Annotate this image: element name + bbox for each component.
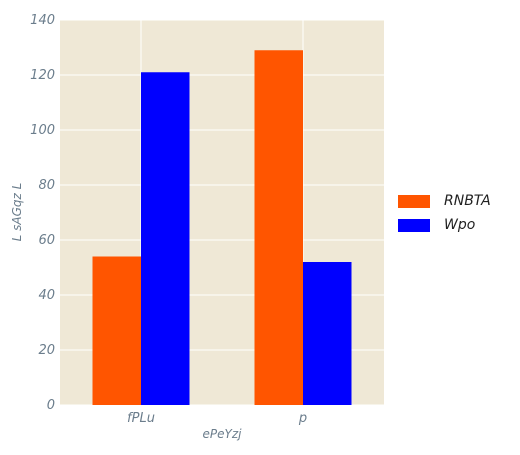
bar-rnbta-fplu [92,256,141,405]
y-tick-label: 60 [38,233,55,248]
x-axis-label: ePeYzj [203,427,243,441]
bar-wpo-fplu [141,72,190,405]
y-axis-label: L sAGqz L [10,183,24,242]
y-tick-label: 120 [30,68,55,83]
y-tick-label: 140 [30,13,55,28]
bar-wpo-p [303,262,352,405]
bar-rnbta-p [254,50,303,405]
y-tick-label: 80 [38,178,55,193]
legend-swatch-wpo [398,218,430,232]
x-axis-ticks: fPLu p [127,411,307,426]
legend-label-rnbta: RNBTA [444,193,491,209]
y-tick-label: 40 [38,288,55,303]
y-tick-label: 100 [30,123,55,138]
bars [92,50,352,405]
y-tick-label: 20 [38,343,55,358]
x-tick-label: p [298,411,307,426]
y-tick-label: 0 [47,398,55,413]
legend-item-rnbta: RNBTA [398,189,491,213]
y-axis-ticks: 0 20 40 60 80 100 120 140 [30,13,55,413]
legend-label-wpo: Wpo [444,217,476,233]
legend: RNBTA Wpo [398,189,491,237]
legend-swatch-rnbta [398,194,430,208]
legend-item-wpo: Wpo [398,213,491,237]
x-tick-label: fPLu [127,411,155,426]
